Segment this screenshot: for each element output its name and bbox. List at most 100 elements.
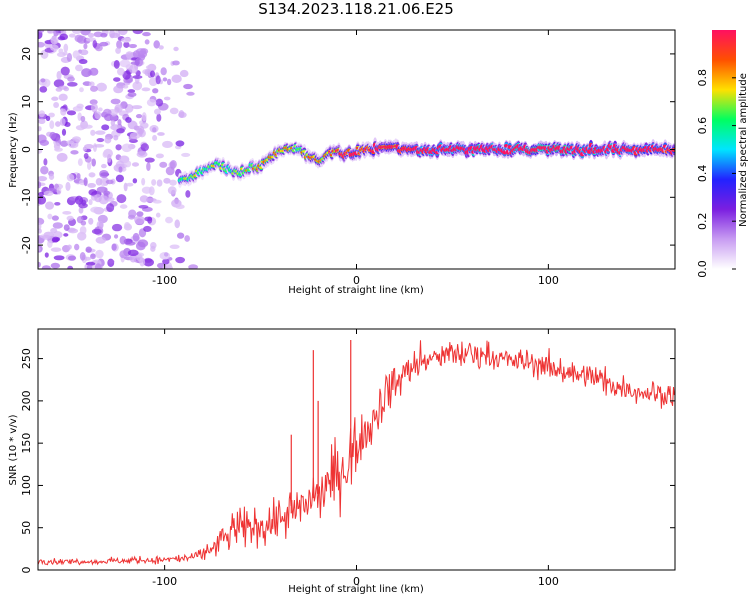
noise-blob (74, 34, 84, 43)
noise-blob (68, 33, 76, 38)
noise-blob (39, 86, 48, 93)
noise-blob (94, 44, 103, 52)
noise-blob (155, 153, 164, 159)
noise-blob (144, 39, 150, 45)
noise-blob (115, 160, 125, 170)
noise-blob (61, 128, 67, 136)
noise-blob (96, 137, 105, 143)
noise-blob (99, 169, 109, 178)
chart-title: S134.2023.118.21.06.E25 (258, 0, 454, 18)
noise-blob (91, 228, 102, 235)
y-tick-label: 0 (20, 146, 33, 153)
noise-blob (113, 77, 121, 82)
noise-blob (159, 252, 171, 260)
noise-blob (162, 77, 168, 82)
noise-blob (126, 182, 134, 187)
noise-blob (65, 181, 71, 192)
y-tick-label: 250 (20, 348, 33, 369)
noise-blob (152, 134, 158, 141)
noise-blob (66, 173, 75, 182)
frequency-ridge (177, 137, 675, 188)
noise-blob (43, 190, 54, 196)
y-tick-label: 0 (20, 567, 33, 574)
spectrogram-xlabel: Height of straight line (km) (288, 285, 424, 296)
noise-blob (140, 143, 149, 152)
noise-blob (47, 213, 53, 220)
noise-blob (109, 32, 121, 39)
noise-blob (109, 115, 118, 121)
noise-blob (143, 225, 152, 233)
noise-blob (166, 78, 172, 86)
noise-blob (101, 124, 110, 131)
noise-blob (67, 244, 72, 250)
noise-blob (119, 204, 128, 209)
noise-blob (167, 186, 177, 195)
x-tick-label: -100 (152, 274, 177, 287)
noise-blob (49, 131, 57, 140)
noise-blob (151, 179, 157, 186)
noise-blob (50, 44, 59, 51)
noise-blob (121, 37, 132, 43)
noise-blob (118, 30, 128, 36)
noise-blob (79, 49, 89, 56)
colorbar-gradient (712, 30, 736, 269)
noise-blob (66, 215, 74, 221)
noise-blob (155, 98, 164, 107)
noise-blob (171, 74, 182, 83)
noise-blob (67, 255, 77, 261)
noise-blob (75, 64, 83, 72)
colorbar-tick-label: 0.2 (696, 212, 709, 230)
noise-blob (50, 262, 61, 269)
noise-blob (131, 162, 140, 167)
noise-blob (74, 243, 80, 251)
noise-blob (129, 64, 139, 74)
noise-blob (132, 50, 141, 58)
noise-blob (143, 258, 154, 267)
noise-blob (80, 30, 91, 36)
noise-blob (45, 115, 51, 122)
noise-blob (150, 242, 157, 249)
noise-blob (76, 172, 81, 180)
noise-blob (169, 179, 177, 186)
noise-blob (129, 132, 141, 139)
noise-blob (59, 33, 69, 41)
noise-blob (94, 144, 105, 148)
noise-blob (169, 159, 177, 169)
noise-blob (48, 173, 55, 180)
noise-region (38, 30, 199, 269)
noise-blob (52, 222, 63, 229)
noise-blob (85, 261, 96, 266)
noise-blob (176, 232, 185, 239)
noise-blob (127, 89, 136, 93)
noise-blob (154, 108, 161, 115)
noise-blob (142, 31, 151, 37)
noise-blob (111, 223, 123, 232)
noise-blob (104, 136, 112, 144)
noise-blob (38, 126, 42, 132)
noise-blob (40, 166, 49, 175)
x-tick-label: 0 (353, 575, 360, 588)
noise-blob (183, 83, 193, 90)
noise-blob (156, 179, 163, 187)
noise-blob (96, 82, 107, 92)
noise-blob (79, 87, 84, 93)
noise-blob (138, 204, 149, 209)
noise-blob (71, 136, 81, 142)
noise-blob (102, 151, 108, 158)
noise-blob (106, 203, 115, 213)
noise-blob (132, 178, 138, 184)
noise-blob (70, 142, 79, 148)
noise-blob (83, 124, 93, 129)
noise-blob (146, 98, 157, 107)
noise-blob (122, 84, 129, 89)
noise-blob (160, 67, 167, 76)
ridge-segment (502, 151, 507, 154)
noise-blob (136, 125, 145, 135)
spectrogram-ylabel: Frequency (Hz) (8, 112, 19, 188)
noise-blob (95, 249, 104, 259)
noise-blob (67, 228, 79, 234)
colorbar-tick-label: 0.8 (696, 69, 709, 87)
noise-blob (64, 122, 71, 127)
noise-blob (131, 105, 143, 110)
noise-blob (51, 96, 59, 101)
